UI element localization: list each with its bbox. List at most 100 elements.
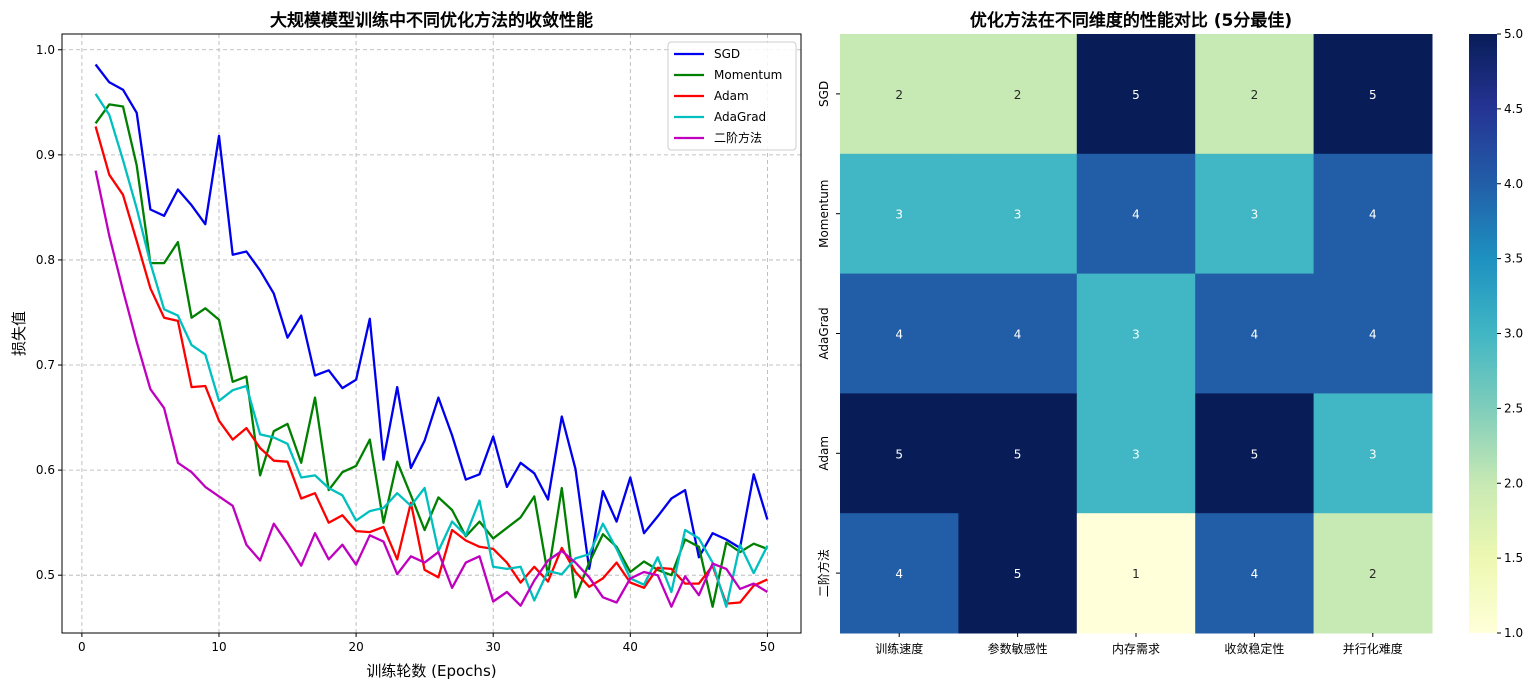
row-label: 二阶方法 xyxy=(816,549,831,597)
y-tick-label: 1.0 xyxy=(36,43,55,57)
column-label: 收敛稳定性 xyxy=(1224,641,1284,656)
heatmap-chart: 优化方法在不同维度的性能对比 (5分最佳) 2 2 5 2 5 3 3 4 3 4 4 4 3 4 4 5 5 3… xyxy=(816,10,1523,656)
heatmap-cell xyxy=(1313,273,1433,394)
x-tick-label: 40 xyxy=(623,640,638,654)
colorbar-tick-label: 3.5 xyxy=(1504,252,1523,266)
heatmap-cell xyxy=(1076,513,1196,634)
colorbar-gradient xyxy=(1469,34,1497,633)
x-tick-label: 50 xyxy=(760,640,775,654)
heatmap-cell-value: 3 xyxy=(1014,208,1022,222)
y-tick-label: 0.8 xyxy=(36,253,55,267)
heatmap-cell-value: 3 xyxy=(1251,208,1259,222)
heatmap-cell-value: 3 xyxy=(1132,328,1140,342)
heatmap-cell-value: 5 xyxy=(1369,88,1377,102)
legend-label: 二阶方法 xyxy=(714,130,762,145)
row-label: Adam xyxy=(817,436,831,471)
x-axis-ticks: 0 10 20 30 40 50 xyxy=(78,633,775,654)
heatmap-column-labels: 训练速度 参数敏感性 内存需求 收敛稳定性 并行化难度 xyxy=(875,633,1403,656)
heatmap-cell-value: 5 xyxy=(895,447,903,461)
heatmap-cell-value: 5 xyxy=(1251,447,1259,461)
heatmap-cell xyxy=(958,273,1078,394)
y-tick-label: 0.9 xyxy=(36,148,55,162)
colorbar-tick-label: 4.0 xyxy=(1504,177,1523,191)
heatmap-cell xyxy=(1076,393,1196,514)
legend: SGD Momentum Adam AdaGrad 二阶方法 xyxy=(667,41,797,151)
series-line xyxy=(94,103,768,608)
colorbar-tick-label: 2.0 xyxy=(1504,476,1523,490)
colorbar: 1.0 1.5 2.0 2.5 3.0 3.5 4.0 4.5 5.0 xyxy=(1469,27,1523,640)
y-axis-label: 损失值 xyxy=(10,311,28,356)
series-line xyxy=(94,93,769,608)
x-tick-label: 30 xyxy=(486,640,501,654)
heatmap-cell xyxy=(1195,393,1315,514)
heatmap-cell-value: 3 xyxy=(1132,447,1140,461)
heatmap-cell xyxy=(840,153,959,275)
heatmap-cell-value: 3 xyxy=(895,208,903,222)
colorbar-tick-label: 1.5 xyxy=(1504,551,1523,565)
heatmap-cell xyxy=(1195,153,1315,275)
heatmap-cells: 2 2 5 2 5 3 3 4 3 4 4 4 3 4 4 5 5 3 5 3 4 5 1 4 2 xyxy=(840,34,1433,634)
heatmap-cell xyxy=(958,34,1078,155)
line-chart: 大规模模型训练中不同优化方法的收敛性能 0 10 20 30 40 50 0.50.60.… xyxy=(10,10,802,680)
heatmap-cell xyxy=(958,393,1078,514)
column-label: 内存需求 xyxy=(1112,642,1160,656)
heatmap-row-labels: SGD Momentum AdaGrad Adam 二阶方法 xyxy=(816,81,840,597)
heatmap-cell-value: 5 xyxy=(1014,447,1022,461)
heatmap-cell-value: 4 xyxy=(1132,208,1140,222)
heatmap-cell-value: 4 xyxy=(895,567,903,581)
row-label: AdaGrad xyxy=(817,307,831,359)
row-label: Momentum xyxy=(817,180,831,248)
colorbar-tick-label: 3.0 xyxy=(1504,327,1523,341)
series-line xyxy=(94,63,769,571)
plot-frame xyxy=(61,33,802,634)
heatmap-cell-value: 4 xyxy=(895,328,903,342)
legend-label: SGD xyxy=(714,47,740,61)
series-line xyxy=(94,170,769,608)
heatmap-cell xyxy=(1195,273,1315,394)
legend-label: Adam xyxy=(714,89,749,103)
x-tick-label: 0 xyxy=(78,640,86,654)
heatmap-cell-value: 1 xyxy=(1132,567,1140,581)
heatmap-cell-value: 2 xyxy=(1014,88,1022,102)
column-label: 并行化难度 xyxy=(1343,641,1403,656)
heatmap-cell xyxy=(840,393,959,514)
colorbar-tick-label: 2.5 xyxy=(1504,401,1523,415)
heatmap-cell xyxy=(840,273,959,394)
colorbar-tick-label: 1.0 xyxy=(1504,626,1523,640)
heatmap-cell xyxy=(1313,513,1433,634)
heatmap-cell-value: 4 xyxy=(1251,328,1259,342)
heatmap-cell xyxy=(958,513,1078,634)
legend-box xyxy=(667,41,797,151)
heatmap-cell-value: 5 xyxy=(1132,88,1140,102)
heatmap-title: 优化方法在不同维度的性能对比 (5分最佳) xyxy=(970,10,1292,31)
heatmap-cell-value: 4 xyxy=(1014,328,1022,342)
heatmap-cell xyxy=(1313,393,1433,514)
heatmap-cell-value: 4 xyxy=(1251,567,1259,581)
column-label: 参数敏感性 xyxy=(988,641,1048,656)
y-axis-ticks: 0.5 0.6 0.7 0.8 0.9 1.0 xyxy=(36,43,62,582)
x-tick-label: 20 xyxy=(348,640,363,654)
y-tick-label: 0.6 xyxy=(36,463,55,477)
heatmap-cell xyxy=(1076,153,1196,275)
heatmap-cell-value: 3 xyxy=(1369,447,1377,461)
heatmap-cell-value: 5 xyxy=(1014,567,1022,581)
colorbar-tick-label: 4.5 xyxy=(1504,102,1523,116)
heatmap-cell xyxy=(958,153,1078,275)
y-tick-label: 0.5 xyxy=(36,568,55,582)
heatmap-cell-value: 4 xyxy=(1369,328,1377,342)
column-label: 训练速度 xyxy=(875,641,923,656)
series-lines xyxy=(94,63,769,608)
legend-label: Momentum xyxy=(714,68,782,82)
heatmap-cell xyxy=(1076,34,1196,155)
series-line xyxy=(94,126,768,605)
y-tick-label: 0.7 xyxy=(36,358,55,372)
heatmap-cell-value: 2 xyxy=(895,88,903,102)
line-chart-title: 大规模模型训练中不同优化方法的收敛性能 xyxy=(270,10,593,31)
heatmap-cell xyxy=(1195,34,1315,155)
heatmap-cell-value: 4 xyxy=(1369,208,1377,222)
heatmap-cell xyxy=(1313,34,1433,155)
heatmap-cell xyxy=(1195,513,1315,634)
heatmap-cell xyxy=(1313,153,1433,275)
heatmap-cell xyxy=(840,513,959,634)
row-label: SGD xyxy=(817,81,831,107)
